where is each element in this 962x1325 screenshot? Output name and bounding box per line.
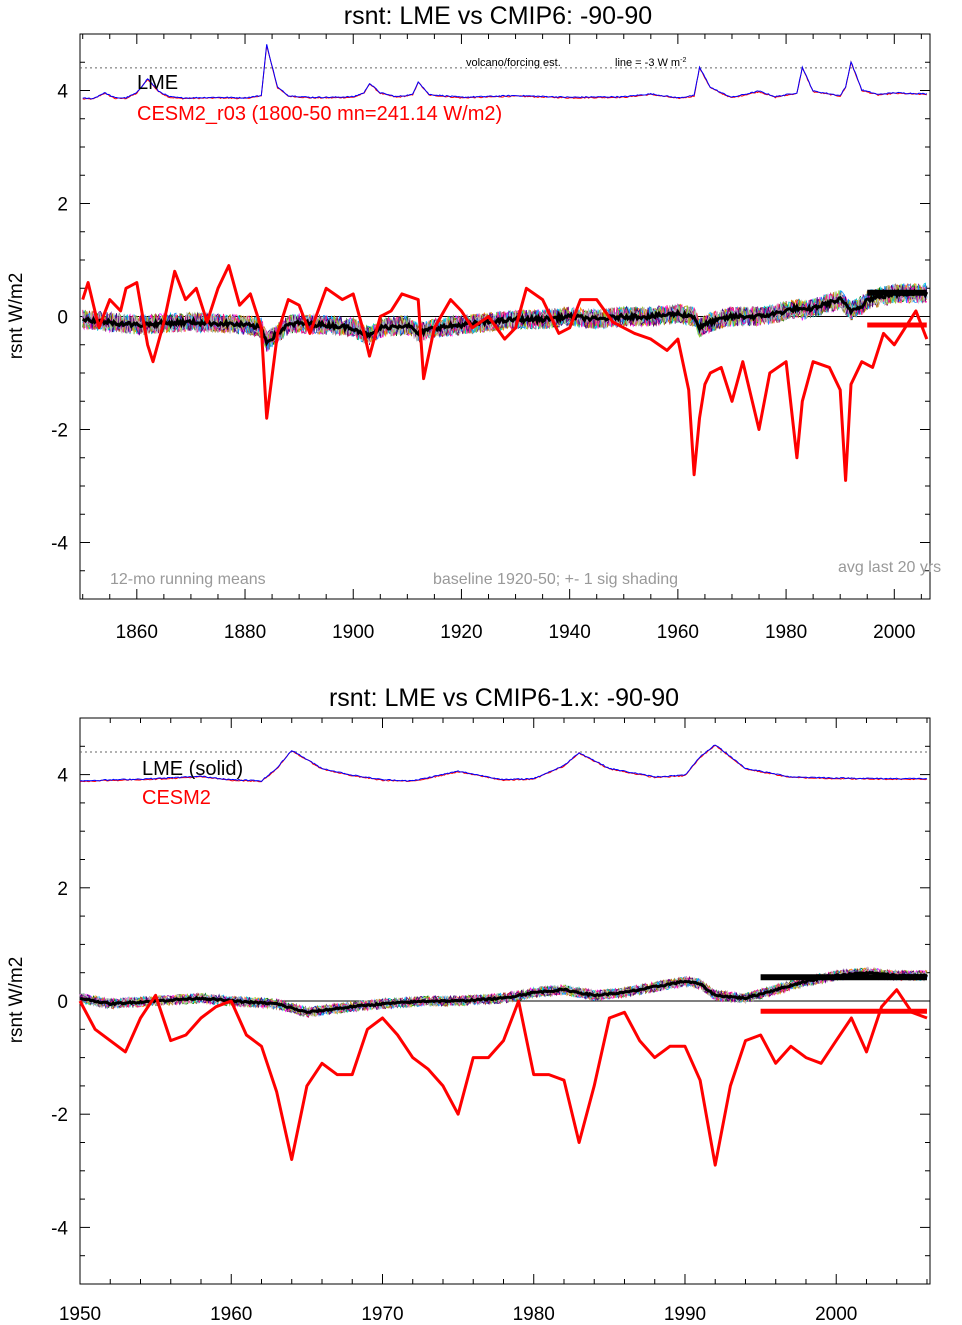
bottom-y-tick-label: 2 <box>57 879 68 900</box>
top-x-tick-label: 1920 <box>440 622 482 643</box>
bottom-x-tick-label: 1970 <box>361 1304 403 1325</box>
top-note-avg-last: avg last 20 yrs <box>838 559 941 576</box>
bottom-y-axis-label: rsnt W/m2 <box>6 957 27 1044</box>
top-note-running-means: 12-mo running means <box>110 571 266 588</box>
top-x-tick-label: 1860 <box>116 622 158 643</box>
top-x-tick-label: 1940 <box>549 622 591 643</box>
bottom-legend-lme: LME (solid) <box>142 758 243 780</box>
top-cesm2-line <box>81 264 929 482</box>
top-x-tick-label: 2000 <box>873 622 915 643</box>
top-y-tick-label: 2 <box>57 195 68 216</box>
bottom-y-tick-label: -4 <box>51 1218 68 1239</box>
bottom-x-tick-label: 1980 <box>513 1304 555 1325</box>
top-ensemble-member-line <box>82 285 928 344</box>
bottom-cesm2-line <box>78 988 928 1167</box>
top-forcing-series-red <box>82 44 927 100</box>
top-chart-title: rsnt: LME vs CMIP6: -90-90 <box>344 2 652 30</box>
bottom-forcing-series-blue <box>79 744 928 782</box>
bottom-y-tick-label: 0 <box>57 992 68 1013</box>
bottom-y-tick-label: 4 <box>57 766 68 787</box>
top-y-tick-label: 4 <box>57 82 68 103</box>
top-note-baseline: baseline 1920-50; +- 1 sig shading <box>433 571 678 588</box>
top-forcing-line-label: line = -3 W m-2 <box>615 57 686 69</box>
top-legend-cesm2: CESM2_r03 (1800-50 mn=241.14 W/m2) <box>137 103 502 125</box>
bottom-x-tick-label: 2000 <box>815 1304 857 1325</box>
top-y-tick-label: -4 <box>51 534 68 555</box>
top-y-axis-label: rsnt W/m2 <box>6 273 27 360</box>
top-x-tick-label: 1900 <box>332 622 374 643</box>
top-x-tick-label: 1880 <box>224 622 266 643</box>
top-legend-lme: LME <box>137 72 178 94</box>
top-x-tick-label: 1980 <box>765 622 807 643</box>
bottom-x-tick-label: 1960 <box>210 1304 252 1325</box>
top-forcing-series-blue <box>82 44 928 100</box>
bottom-y-tick-label: -2 <box>51 1105 68 1126</box>
top-x-tick-label: 1960 <box>657 622 699 643</box>
top-ensemble-member-line <box>82 284 928 344</box>
bottom-panel: rsnt: LME vs CMIP6-1.x: -90-90 rsnt W/m2… <box>6 684 931 1325</box>
bottom-legend-cesm2: CESM2 <box>142 787 211 809</box>
top-panel: rsnt: LME vs CMIP6: -90-90 rsnt W/m2 -4-… <box>6 2 941 643</box>
bottom-x-tick-label: 1950 <box>59 1304 101 1325</box>
top-plot-area: -4 -2 0 2 4 1860 1880 1900 1920 1940 1960 1980 2000 <box>51 33 931 643</box>
top-y-tick-label: -2 <box>51 421 68 442</box>
bottom-plot-area: -4 -2 0 2 4 1950 1960 1970 1980 1990 2000 <box>51 717 931 1325</box>
bottom-chart-title: rsnt: LME vs CMIP6-1.x: -90-90 <box>329 684 679 712</box>
top-y-tick-label: 0 <box>57 308 68 329</box>
bottom-ensemble-mean-line <box>79 970 929 1014</box>
top-forcing-label: volcano/forcing est. <box>466 57 561 69</box>
bottom-x-tick-label: 1990 <box>664 1304 706 1325</box>
top-ensemble-mean-line <box>81 287 929 347</box>
